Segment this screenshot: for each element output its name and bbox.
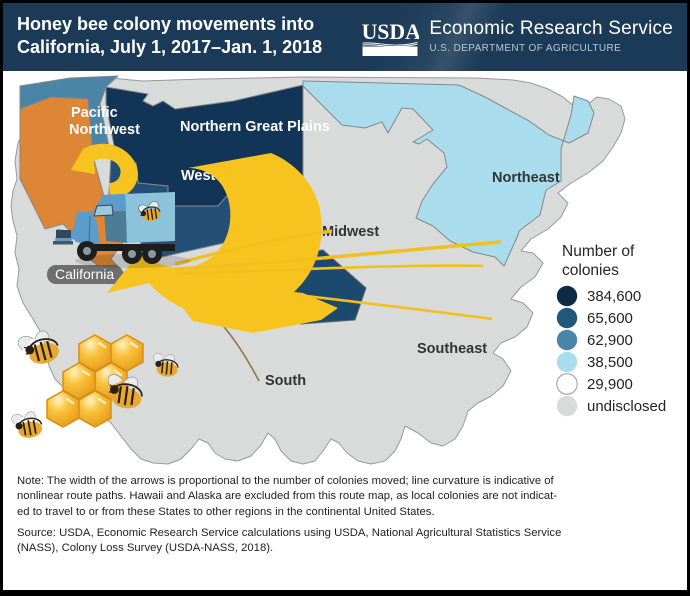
svg-text:Northeast: Northeast [492,170,560,186]
svg-text:Northern Great Plains: Northern Great Plains [180,119,330,135]
svg-text:California: California [55,266,114,282]
svg-text:undisclosed: undisclosed [587,398,666,415]
svg-text:62,900: 62,900 [587,332,633,349]
svg-text:65,600: 65,600 [587,310,633,327]
svg-text:colonies: colonies [562,262,619,279]
svg-text:Pacific: Pacific [71,105,118,121]
svg-text:38,500: 38,500 [587,354,633,371]
svg-text:29,900: 29,900 [587,376,633,393]
svg-text:Southeast: Southeast [417,341,487,357]
svg-text:384,600: 384,600 [587,288,641,305]
svg-text:USDA: USDA [362,20,419,44]
svg-text:Northwest: Northwest [69,122,140,138]
svg-text:Number of: Number of [562,243,635,260]
svg-text:South: South [265,373,306,389]
